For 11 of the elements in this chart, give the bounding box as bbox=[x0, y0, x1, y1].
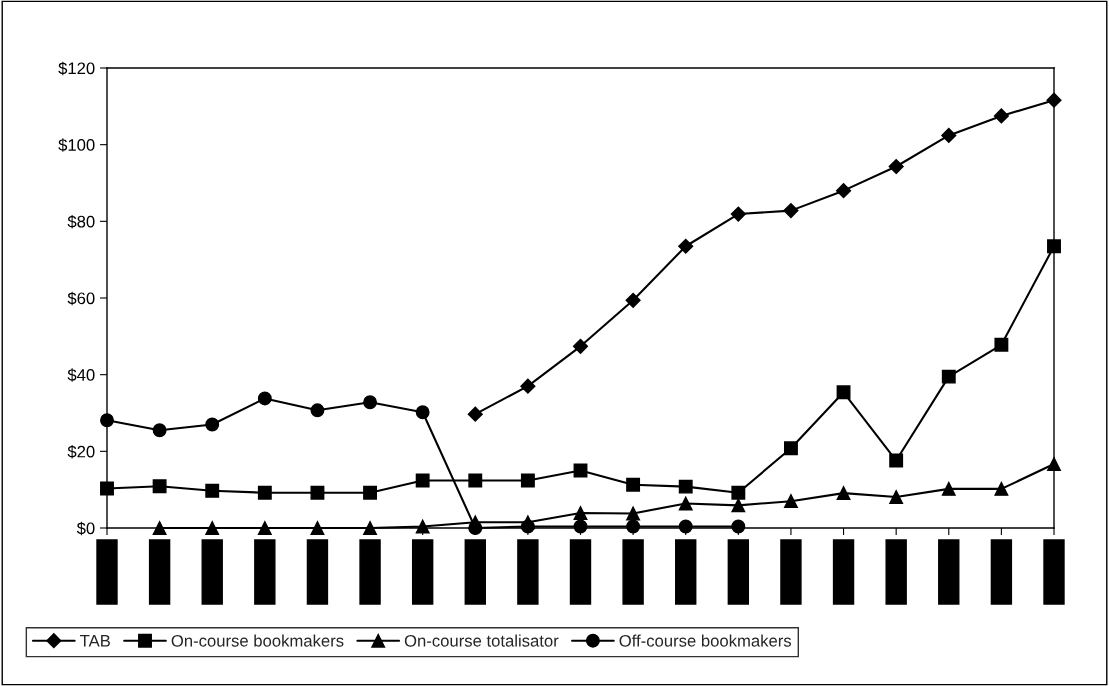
legend-label: Off-course bookmakers bbox=[619, 634, 792, 647]
y-tick-label: $20 bbox=[67, 445, 95, 459]
legend-label: On-course totalisator bbox=[404, 634, 559, 647]
y-tick-label: $40 bbox=[67, 368, 95, 382]
y-tick-label: $120 bbox=[58, 61, 95, 76]
y-tick-label: $100 bbox=[58, 138, 95, 152]
y-tick-label: $0 bbox=[76, 521, 95, 536]
legend-label: TAB bbox=[80, 635, 110, 647]
y-tick-label: $60 bbox=[67, 291, 95, 306]
y-tick-label: $80 bbox=[67, 215, 95, 229]
legend-label: On-course bookmakers bbox=[171, 634, 344, 647]
